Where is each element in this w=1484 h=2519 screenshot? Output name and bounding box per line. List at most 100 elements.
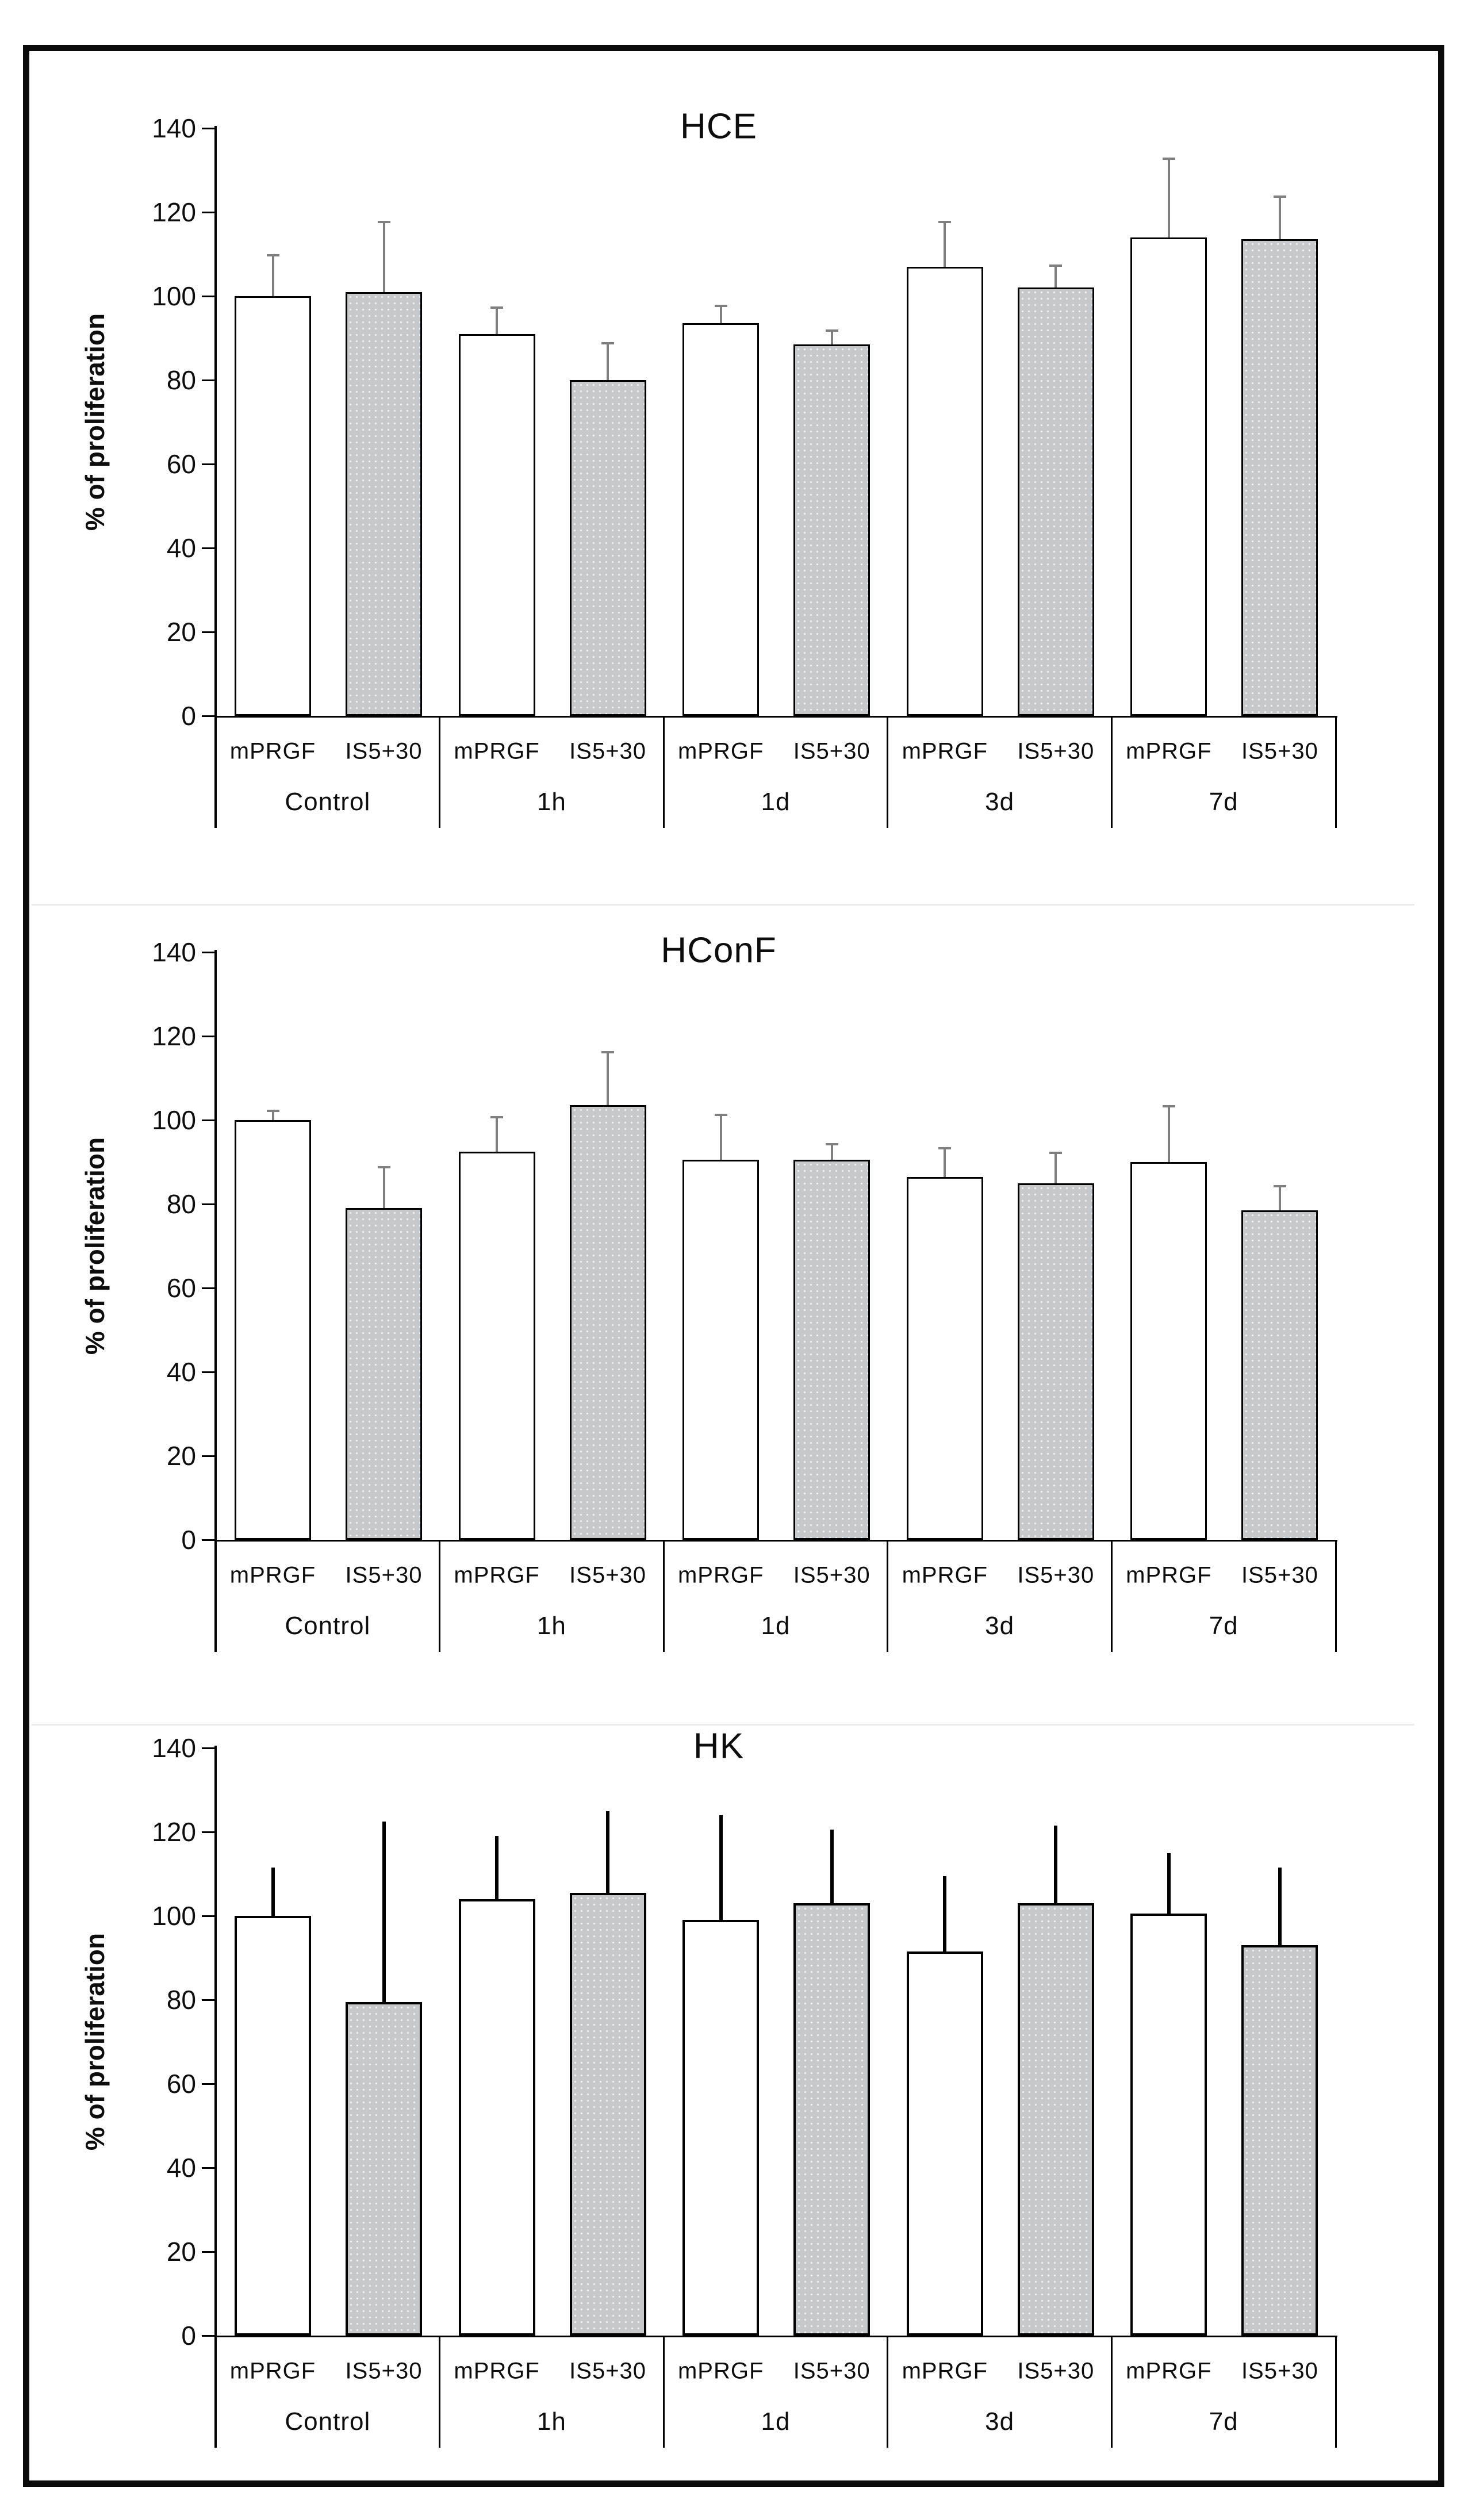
y-tick-label: 80	[166, 1189, 196, 1219]
y-tick-mark	[202, 1036, 216, 1037]
error-bar	[943, 1876, 947, 1952]
group-label: Control	[285, 2407, 371, 2436]
y-tick-label: 0	[181, 701, 196, 731]
series-label: IS5+30	[1241, 738, 1318, 764]
series-label: mPRGF	[677, 738, 764, 764]
bar-is5+30-7d	[1241, 239, 1318, 716]
series-label: IS5+30	[569, 2358, 647, 2384]
error-bar	[1054, 1826, 1058, 1904]
error-bar	[607, 1050, 609, 1106]
y-tick-label: 0	[181, 2321, 196, 2351]
group-label: 1h	[536, 1612, 566, 1640]
bar-mprgf-3d	[906, 1176, 983, 1540]
y-tick-mark	[202, 128, 216, 129]
error-bar-cap	[938, 220, 952, 223]
bar-is5+30-3d	[1017, 287, 1094, 716]
error-bar	[382, 1821, 386, 2002]
error-bar-cap	[1049, 264, 1063, 267]
series-label: IS5+30	[569, 738, 647, 764]
y-tick-label: 140	[152, 937, 196, 967]
error-bar-cap	[490, 306, 504, 309]
panel-separator	[32, 1724, 1414, 1726]
error-bar	[271, 1868, 275, 1916]
bar-is5+30-control	[346, 2002, 422, 2336]
y-tick-mark	[202, 1203, 216, 1205]
label-table-vline	[1110, 1540, 1113, 1652]
label-table-vline	[887, 716, 889, 828]
series-label: mPRGF	[454, 2358, 540, 2384]
bar-is5+30-1h	[569, 380, 646, 716]
label-table-vline	[439, 716, 441, 828]
label-table-vline	[1110, 716, 1113, 828]
bar-is5+30-1d	[793, 1903, 871, 2336]
label-table-vline	[1335, 1540, 1337, 1652]
group-label: 3d	[985, 1612, 1015, 1640]
bar-mprgf-control	[235, 296, 311, 716]
group-label: 7d	[1209, 1612, 1238, 1640]
error-bar	[495, 1836, 499, 1899]
error-bar	[719, 1114, 722, 1160]
y-tick-mark	[202, 212, 216, 213]
y-tick-mark	[202, 2335, 216, 2337]
series-label: mPRGF	[229, 738, 316, 764]
error-bar	[1278, 1868, 1282, 1946]
error-bar-cap	[1162, 1105, 1175, 1108]
error-bar	[271, 1109, 274, 1120]
label-table-vline	[662, 2336, 665, 2448]
series-label: mPRGF	[902, 738, 988, 764]
y-tick-label: 100	[152, 281, 196, 311]
series-label: IS5+30	[793, 1562, 871, 1588]
error-bar-cap	[490, 1115, 504, 1118]
error-bar	[496, 1115, 498, 1152]
y-tick-mark	[202, 1119, 216, 1121]
error-bar	[1278, 1185, 1281, 1210]
bar-mprgf-7d	[1130, 1162, 1207, 1540]
label-table-vline	[439, 2336, 441, 2448]
bar-mprgf-1h	[458, 1899, 535, 2336]
bar-mprgf-7d	[1130, 237, 1207, 716]
series-label: IS5+30	[793, 2358, 871, 2384]
error-bar	[1167, 1853, 1171, 1914]
bar-mprgf-3d	[906, 266, 983, 716]
y-tick-label: 100	[152, 1901, 196, 1931]
error-bar-cap	[1273, 195, 1286, 198]
series-label: mPRGF	[229, 2358, 316, 2384]
y-tick-mark	[202, 1287, 216, 1289]
series-label: IS5+30	[345, 2358, 423, 2384]
label-table-vline	[439, 1540, 441, 1652]
label-table-vline	[214, 1540, 217, 1652]
series-label: IS5+30	[569, 1562, 647, 1588]
label-table-vline	[1335, 2336, 1337, 2448]
bar-mprgf-1d	[682, 1920, 760, 2336]
y-tick-mark	[202, 1539, 216, 1541]
y-tick-label: 60	[166, 449, 196, 479]
series-label: IS5+30	[1241, 1562, 1318, 1588]
error-bar	[830, 1830, 834, 1904]
y-tick-label: 40	[166, 533, 196, 563]
chart-title: HK	[693, 1726, 745, 1766]
bar-mprgf-7d	[1130, 1914, 1207, 2336]
y-tick-mark	[202, 2167, 216, 2169]
series-label: mPRGF	[1126, 1562, 1212, 1588]
bar-is5+30-1h	[569, 1105, 646, 1540]
series-label: mPRGF	[677, 2358, 764, 2384]
panel-separator	[32, 904, 1414, 906]
y-tick-label: 60	[166, 1273, 196, 1303]
error-bar-cap	[266, 254, 279, 256]
error-bar-cap	[825, 329, 838, 332]
y-axis-line	[214, 126, 217, 828]
error-bar	[382, 1166, 385, 1209]
error-bar	[719, 1815, 723, 1920]
series-label: mPRGF	[229, 1562, 316, 1588]
error-bar	[1054, 1151, 1057, 1183]
series-label: IS5+30	[793, 738, 871, 764]
figure-outer-border	[23, 45, 1444, 2487]
y-tick-mark	[202, 2251, 216, 2253]
label-table-vline	[887, 1540, 889, 1652]
chart-title: HCE	[680, 106, 757, 147]
y-axis-label: % of proliferation	[80, 313, 110, 531]
y-tick-mark	[202, 1999, 216, 2001]
error-bar	[271, 254, 274, 296]
y-tick-mark	[202, 631, 216, 633]
error-bar-cap	[1049, 1151, 1063, 1154]
